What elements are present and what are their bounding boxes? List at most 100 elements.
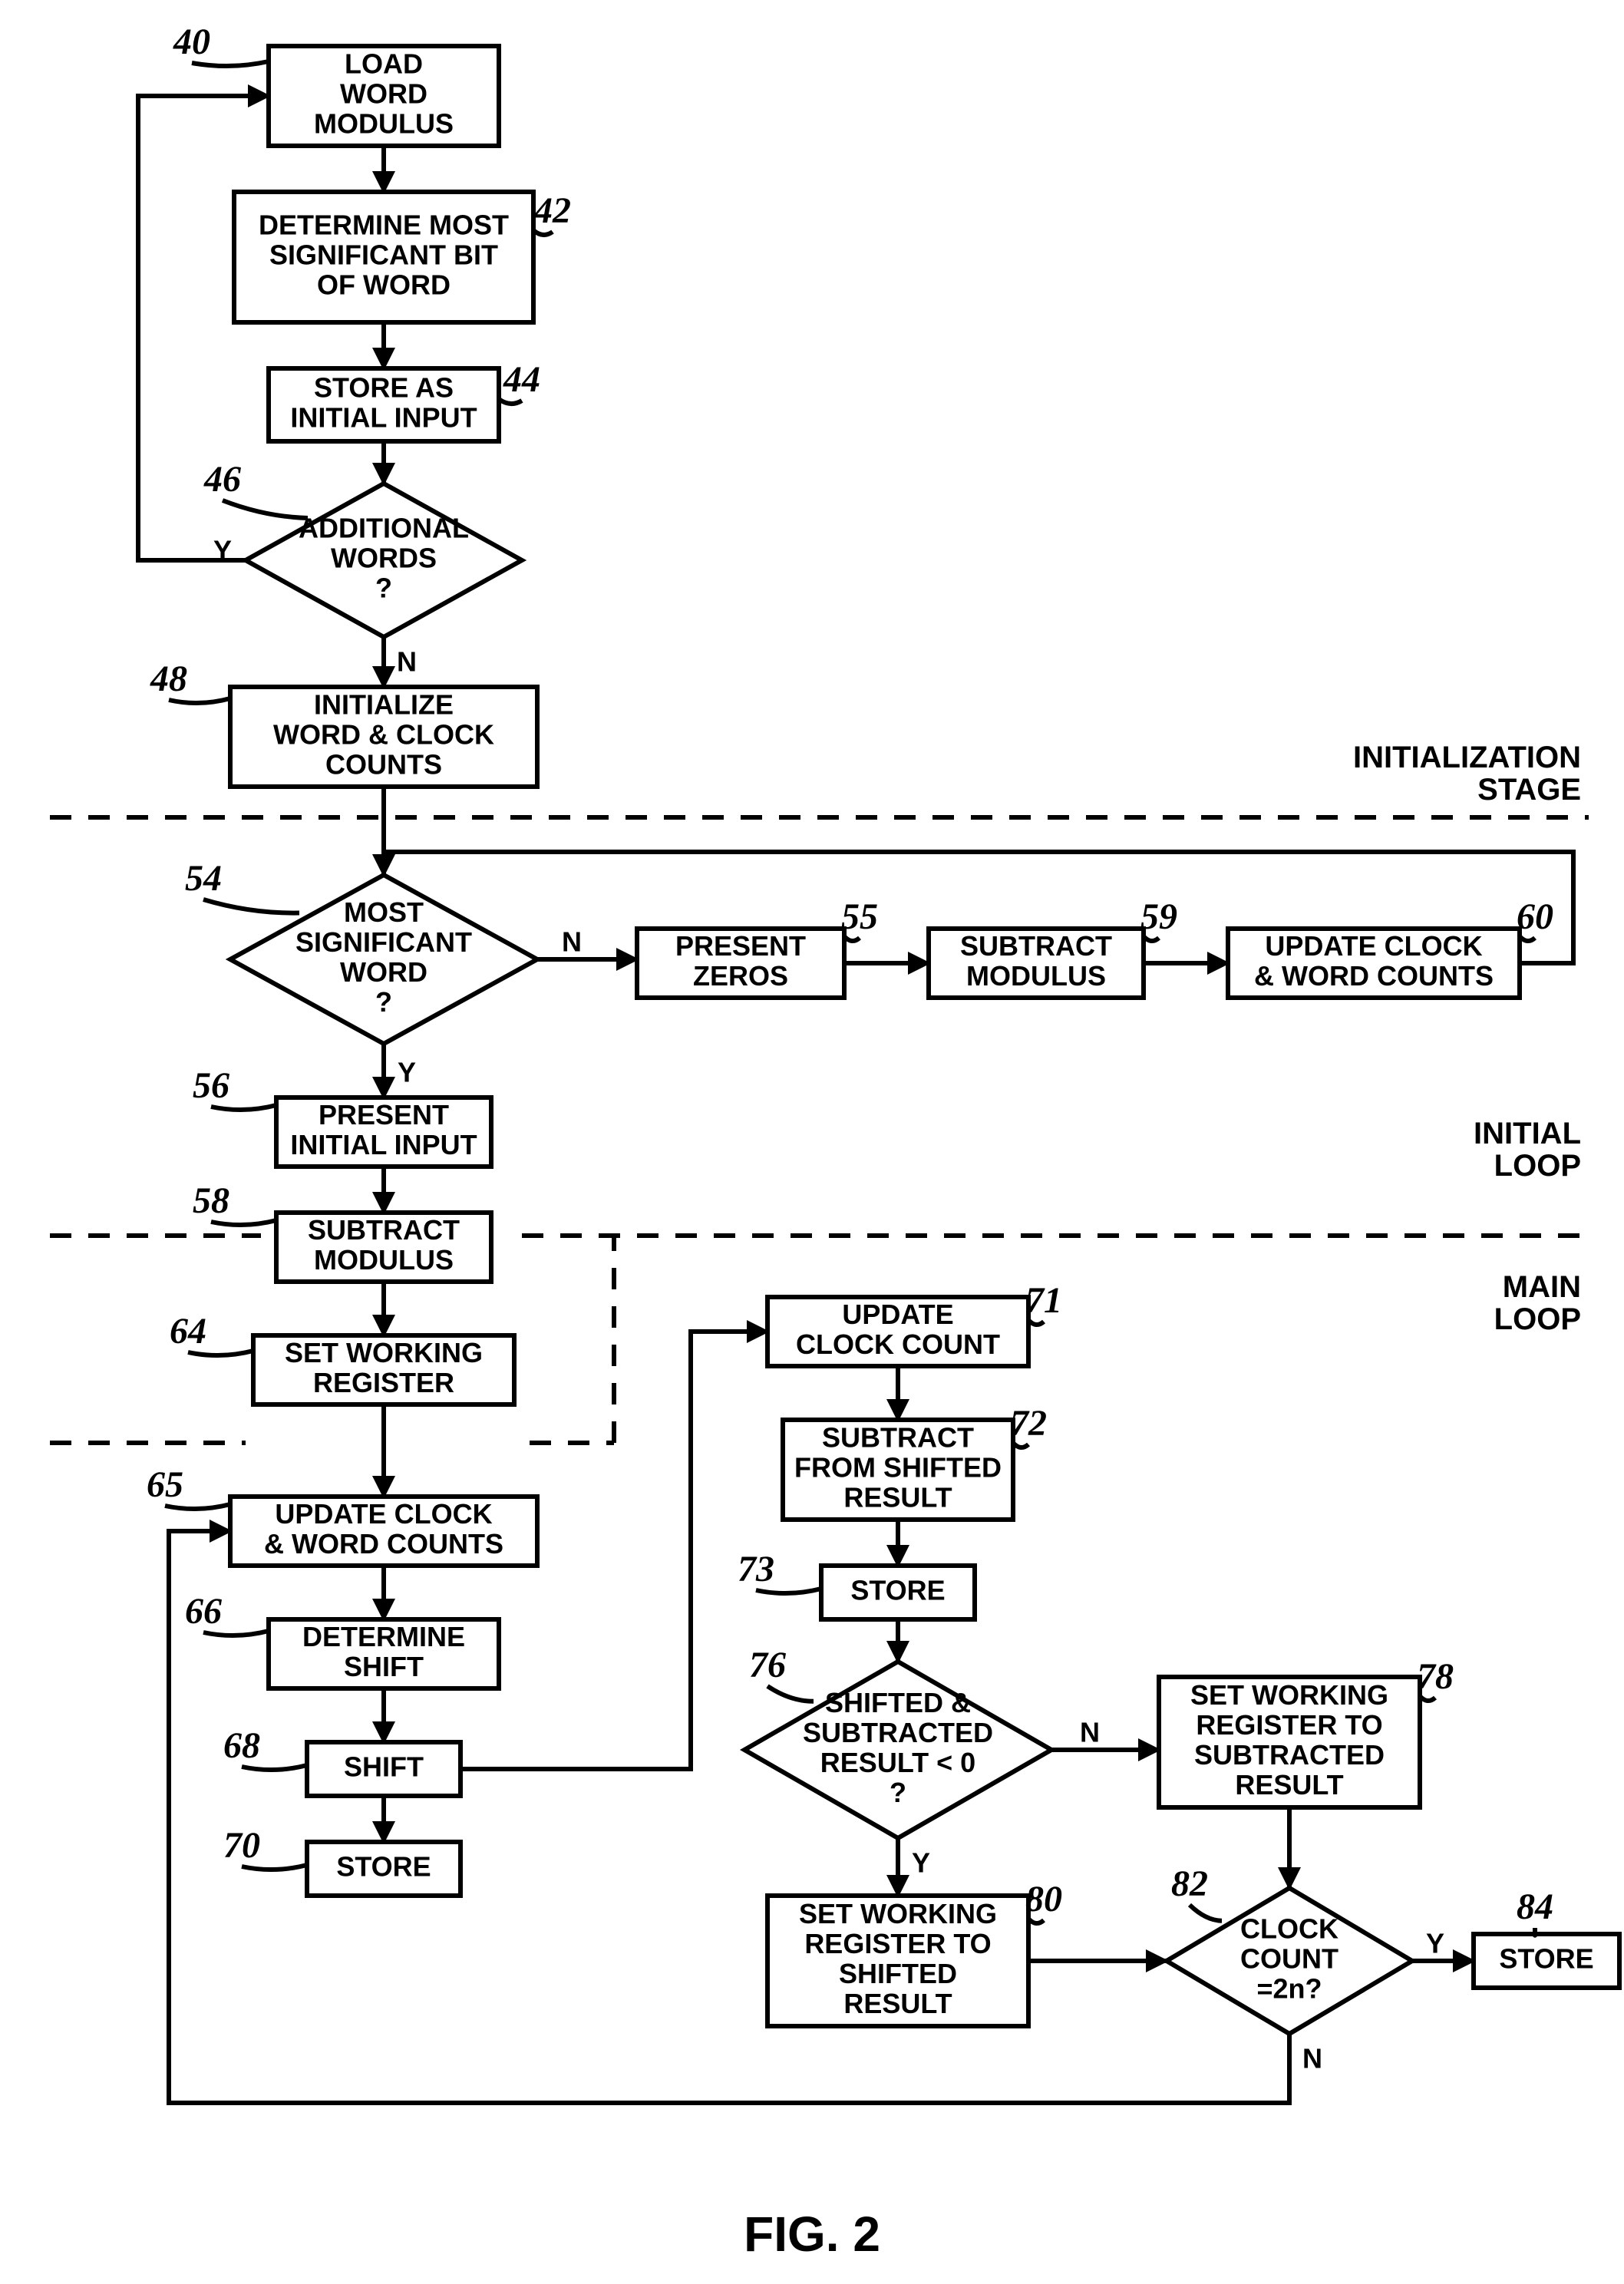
node-54: MOSTSIGNIFICANTWORD?54	[185, 858, 537, 1044]
section-label: LOOP	[1494, 1302, 1581, 1336]
node-59: SUBTRACTMODULUS59	[929, 896, 1177, 998]
node-48: INITIALIZEWORD & CLOCKCOUNTS48	[150, 658, 537, 787]
node-text: OF WORD	[317, 269, 451, 300]
node-text: INITIAL INPUT	[290, 401, 477, 433]
node-71: UPDATECLOCK COUNT71	[767, 1280, 1062, 1366]
node-80: SET WORKINGREGISTER TOSHIFTEDRESULT80	[767, 1879, 1062, 2026]
ref-label-71: 71	[1025, 1280, 1062, 1321]
node-82: CLOCKCOUNT=2n?82	[1167, 1863, 1412, 2034]
node-84: STORE84	[1474, 1886, 1619, 1988]
node-text: RESULT	[843, 1481, 952, 1513]
node-text: COUNT	[1240, 1943, 1338, 1975]
node-73: STORE 73	[738, 1549, 975, 1619]
edge-label: Y	[1426, 1928, 1444, 1959]
node-text: SIGNIFICANT	[295, 926, 472, 958]
node-text: CLOCK	[1240, 1913, 1338, 1945]
node-text: WORD	[340, 956, 427, 988]
node-text: ZEROS	[693, 960, 788, 992]
node-44: STORE ASINITIAL INPUT44	[269, 359, 540, 441]
edge-46-40	[138, 96, 269, 560]
ref-label-48: 48	[150, 658, 187, 699]
edge-label: Y	[213, 535, 232, 566]
node-text: WORDS	[331, 543, 437, 574]
node-text: SHIFT	[344, 1651, 424, 1682]
node-text: ?	[890, 1777, 906, 1808]
node-text: UPDATE CLOCK	[275, 1498, 492, 1530]
section-label: MAIN	[1503, 1270, 1581, 1304]
edge-label: N	[397, 646, 417, 678]
section-label: STAGE	[1477, 773, 1581, 807]
node-58: SUBTRACTMODULUS58	[193, 1180, 491, 1282]
ref-label-73: 73	[738, 1549, 774, 1589]
ref-label-60: 60	[1517, 896, 1553, 937]
node-text: STORE	[336, 1851, 431, 1883]
node-text: & WORD COUNTS	[264, 1528, 503, 1560]
ref-label-70: 70	[223, 1825, 260, 1866]
node-text: SUBTRACTED	[803, 1717, 993, 1748]
section-label: LOOP	[1494, 1149, 1581, 1183]
node-text: UPDATE	[842, 1299, 953, 1330]
node-text: MODULUS	[966, 960, 1106, 992]
ref-label-72: 72	[1010, 1403, 1047, 1444]
ref-label-55: 55	[841, 896, 878, 937]
node-text: ADDITIONAL	[299, 513, 469, 544]
ref-label-58: 58	[193, 1180, 229, 1221]
node-text: LOAD	[345, 48, 423, 80]
node-text: SUBTRACTED	[1194, 1739, 1385, 1771]
node-42: DETERMINE MOSTSIGNIFICANT BITOF WORD42	[234, 190, 571, 322]
node-text: WORD	[340, 78, 427, 110]
node-66: DETERMINESHIFT66	[185, 1591, 499, 1688]
node-text: MODULUS	[314, 107, 454, 139]
node-65: UPDATE CLOCK& WORD COUNTS 65	[147, 1464, 537, 1566]
node-text: PRESENT	[675, 930, 806, 962]
node-text: MOST	[344, 896, 424, 928]
node-text: PRESENT	[319, 1099, 449, 1130]
node-60: UPDATE CLOCK& WORD COUNTS60	[1228, 896, 1553, 998]
node-55: PRESENTZEROS 55	[637, 896, 878, 998]
node-46: ADDITIONALWORDS? 46	[203, 459, 522, 637]
node-text: STORE	[1499, 1943, 1593, 1975]
node-text: SET WORKING	[1190, 1679, 1388, 1711]
node-56: PRESENTINITIAL INPUT 56	[193, 1065, 491, 1167]
node-text: SET WORKING	[799, 1898, 997, 1929]
ref-label-80: 80	[1025, 1879, 1062, 1919]
node-70: STORE 70	[223, 1825, 460, 1896]
node-40: LOADWORDMODULUS 40	[173, 21, 499, 146]
node-64: SET WORKINGREGISTER64	[170, 1311, 514, 1404]
ref-label-68: 68	[223, 1725, 260, 1766]
node-text: SHIFTED	[839, 1958, 957, 1989]
node-text: ?	[375, 572, 392, 603]
ref-label-46: 46	[203, 459, 241, 500]
node-text: DETERMINE	[302, 1621, 465, 1652]
node-72: SUBTRACTFROM SHIFTEDRESULT72	[783, 1403, 1047, 1520]
ref-label-76: 76	[749, 1645, 786, 1685]
node-text: SHIFT	[344, 1751, 424, 1783]
section-label: INITIALIZATION	[1353, 741, 1581, 774]
ref-label-82: 82	[1171, 1863, 1208, 1904]
node-text: STORE	[850, 1575, 945, 1606]
node-text: FROM SHIFTED	[794, 1452, 1002, 1484]
ref-label-54: 54	[185, 858, 222, 899]
figure-label: FIG. 2	[744, 2206, 880, 2262]
ref-label-40: 40	[173, 21, 210, 62]
node-text: REGISTER TO	[804, 1928, 991, 1959]
node-text: SHIFTED &	[825, 1687, 971, 1718]
edge-label: N	[1080, 1717, 1100, 1748]
node-text: SUBTRACT	[308, 1214, 460, 1246]
edge-label: N	[562, 926, 582, 958]
node-text: INITIALIZE	[314, 689, 454, 721]
edge-label: Y	[398, 1057, 416, 1088]
node-text: INITIAL INPUT	[290, 1129, 477, 1160]
section-label: INITIAL	[1474, 1117, 1581, 1150]
ref-label-78: 78	[1417, 1656, 1454, 1697]
ref-label-42: 42	[533, 190, 571, 231]
node-text: RESULT < 0	[820, 1747, 975, 1778]
node-text: & WORD COUNTS	[1254, 960, 1494, 992]
ref-label-56: 56	[193, 1065, 229, 1106]
node-text: RESULT	[1235, 1769, 1343, 1800]
ref-label-65: 65	[147, 1464, 183, 1505]
ref-label-64: 64	[170, 1311, 206, 1352]
edge-label: N	[1302, 2043, 1322, 2074]
node-text: DETERMINE MOST	[259, 210, 509, 241]
edge-82-65	[169, 1531, 1289, 2103]
